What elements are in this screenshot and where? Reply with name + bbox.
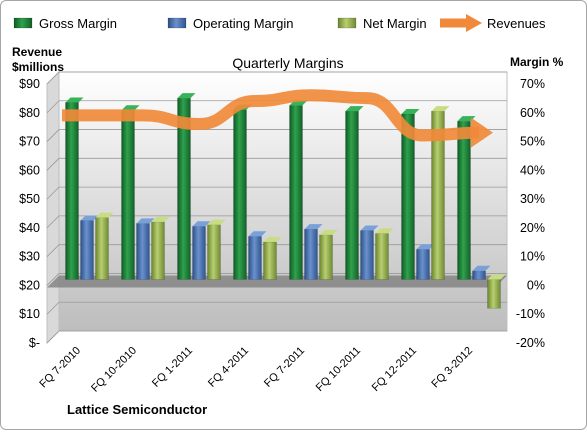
right-tick-label: 20% <box>520 221 545 235</box>
right-tick-label: 70% <box>520 77 545 91</box>
category-label: FQ 4-2011 <box>206 345 251 390</box>
chart-title: Quarterly Margins <box>232 55 343 71</box>
right-tick-label: 30% <box>520 192 545 206</box>
net-margin-bar-top <box>431 106 450 112</box>
legend-revenues-arrow <box>466 14 482 32</box>
operating-margin-bar-top <box>248 231 267 237</box>
operating-margin-bar <box>136 223 150 280</box>
left-tick-label: $50 <box>19 192 40 206</box>
net-margin-bar-top <box>319 229 338 235</box>
operating-margin-bar <box>416 248 430 280</box>
gross-margin-bar <box>121 109 135 280</box>
gross-margin-bar-top <box>401 108 420 114</box>
right-tick-label: -20% <box>516 336 545 350</box>
gross-margin-bar <box>65 102 79 280</box>
operating-margin-bar-top <box>472 265 491 271</box>
left-tick-label: $- <box>29 336 40 350</box>
left-tick-label: $80 <box>19 106 40 120</box>
left-axis-title-line2: $millions <box>12 60 64 74</box>
operating-margin-bar <box>192 225 206 280</box>
net-margin-bar <box>151 221 165 280</box>
company-name: Lattice Semiconductor <box>67 402 207 417</box>
net-margin-bar <box>319 234 333 280</box>
left-tick-label: $40 <box>19 221 40 235</box>
gross-margin-bar-top <box>345 106 364 112</box>
revenues-line <box>62 89 480 142</box>
net-margin-bar-top <box>487 274 506 280</box>
revenues-arrowhead <box>471 117 493 148</box>
legend-net-margin-label: Net Margin <box>363 16 427 31</box>
plot-side-wall <box>46 70 60 345</box>
legend-operating-margin-label: Operating Margin <box>193 16 293 31</box>
category-label: FQ 1-2011 <box>150 345 195 390</box>
left-tick-label: $90 <box>19 77 40 91</box>
operating-margin-bar-top <box>80 215 99 221</box>
left-tick-label: $10 <box>19 307 40 321</box>
net-margin-bar <box>263 241 277 280</box>
operating-margin-bar-top <box>136 218 155 224</box>
legend-operating-margin-swatch <box>167 17 187 29</box>
left-axis-title-line1: Revenue <box>12 45 62 59</box>
right-tick-label: 60% <box>520 106 545 120</box>
gross-margin-bar <box>457 120 471 280</box>
legend-revenues-label: Revenues <box>487 16 546 31</box>
gross-margin-bar-top <box>121 105 140 111</box>
net-margin-bar <box>375 233 389 280</box>
right-tick-label: 50% <box>520 135 545 149</box>
gross-margin-bar <box>345 110 359 280</box>
net-margin-bar-top <box>263 237 282 243</box>
net-margin-bar-top <box>375 228 394 234</box>
net-margin-bar <box>95 217 109 280</box>
operating-margin-bar <box>80 220 94 280</box>
gridline <box>46 301 507 315</box>
gross-margin-bar <box>289 105 303 280</box>
gross-margin-bar-top <box>177 93 196 99</box>
net-margin-bar <box>487 279 501 309</box>
right-axis-title: Margin % <box>510 55 564 69</box>
operating-margin-bar <box>360 230 374 280</box>
right-tick-label: 0% <box>527 278 545 292</box>
left-tick-label: $70 <box>19 135 40 149</box>
operating-margin-bar <box>248 236 262 280</box>
net-margin-bar <box>207 224 221 280</box>
right-tick-label: -10% <box>516 307 545 321</box>
operating-margin-bar <box>472 270 486 280</box>
category-label: FQ 7-2011 <box>262 345 307 390</box>
legend-gross-margin-label: Gross Margin <box>39 16 117 31</box>
left-tick-label: $20 <box>19 278 40 292</box>
legend-gross-margin-swatch <box>13 17 33 29</box>
net-margin-bar-top <box>207 219 226 225</box>
category-label: FQ 10-2011 <box>314 345 363 394</box>
operating-margin-bar-top <box>304 224 323 230</box>
operating-margin-bar <box>304 228 318 280</box>
gross-margin-bar <box>233 109 247 280</box>
operating-margin-bar-top <box>192 221 211 227</box>
category-label: FQ 12-2011 <box>370 345 419 394</box>
gridline <box>46 330 507 344</box>
legend-net-margin-swatch <box>337 17 357 29</box>
category-label: FQ 3-2012 <box>429 345 475 391</box>
operating-margin-bar-top <box>360 225 379 231</box>
right-tick-label: 40% <box>520 163 545 177</box>
category-label: FQ 10-2010 <box>89 345 139 395</box>
gross-margin-bar-top <box>65 97 84 103</box>
left-tick-label: $60 <box>19 163 40 177</box>
left-tick-label: $30 <box>19 250 40 264</box>
operating-margin-bar-top <box>416 244 435 250</box>
right-tick-label: 10% <box>520 250 545 264</box>
net-margin-bar-top <box>151 216 170 222</box>
category-label: FQ 7-2010 <box>37 345 83 391</box>
gridline <box>46 71 507 85</box>
net-margin-bar-top <box>95 212 114 218</box>
